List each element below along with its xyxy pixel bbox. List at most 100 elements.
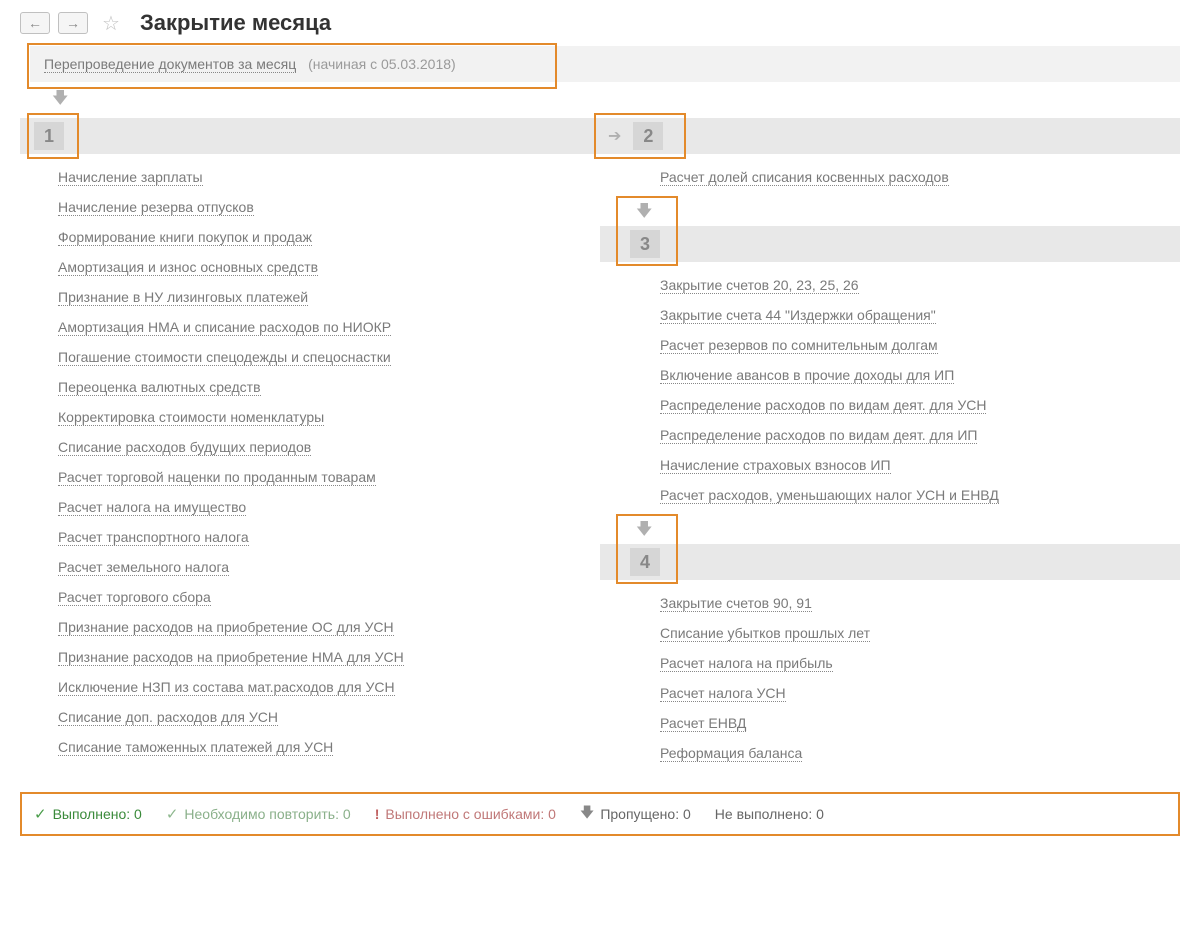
list-item: Корректировка стоимости номенклатуры: [58, 402, 600, 432]
list-item: Распределение расходов по видам деят. дл…: [660, 420, 1180, 450]
toolbar: ← → ☆ Закрытие месяца: [0, 0, 1200, 46]
status-errors-value: 0: [548, 806, 556, 822]
group-2-header: ➔ 2: [600, 118, 1180, 154]
list-item: Закрытие счета 44 "Издержки обращения": [660, 300, 1180, 330]
list-item: Расчет торговой наценки по проданным тов…: [58, 462, 600, 492]
list-item: Закрытие счетов 20, 23, 25, 26: [660, 270, 1180, 300]
list-item: Расчет налога на имущество: [58, 492, 600, 522]
flow-arrow-down-2-icon: 🡇: [600, 200, 1180, 226]
operation-link[interactable]: Погашение стоимости спецодежды и спецосн…: [58, 349, 391, 366]
operation-link[interactable]: Расчет расходов, уменьшающих налог УСН и…: [660, 487, 999, 504]
operation-link[interactable]: Расчет земельного налога: [58, 559, 229, 576]
list-item: Расчет торгового сбора: [58, 582, 600, 612]
list-item: Расчет налога УСН: [660, 678, 1180, 708]
group-1-badge: 1: [34, 122, 64, 150]
content-area: Перепроведение документов за месяц (начи…: [0, 46, 1200, 786]
group-2-items: Расчет долей списания косвенных расходов: [600, 154, 1180, 200]
operation-link[interactable]: Распределение расходов по видам деят. дл…: [660, 427, 977, 444]
column-2: ➔ 2 Расчет долей списания косвенных расх…: [600, 118, 1180, 776]
operation-link[interactable]: Расчет налога на имущество: [58, 499, 246, 516]
operation-link[interactable]: Начисление зарплаты: [58, 169, 203, 186]
operation-link[interactable]: Закрытие счета 44 "Издержки обращения": [660, 307, 936, 324]
list-item: Переоценка валютных средств: [58, 372, 600, 402]
operation-link[interactable]: Закрытие счетов 20, 23, 25, 26: [660, 277, 859, 294]
status-errors-label: Выполнено с ошибками:: [385, 806, 544, 822]
list-item: Расчет расходов, уменьшающих налог УСН и…: [660, 480, 1180, 510]
list-item: Формирование книги покупок и продаж: [58, 222, 600, 252]
operation-link[interactable]: Расчет транспортного налога: [58, 529, 249, 546]
status-notdone-label: Не выполнено:: [715, 806, 812, 822]
exclamation-icon: !: [375, 806, 380, 822]
operation-link[interactable]: Начисление резерва отпусков: [58, 199, 254, 216]
operation-link[interactable]: Расчет долей списания косвенных расходов: [660, 169, 949, 186]
list-item: Расчет долей списания косвенных расходов: [660, 162, 1180, 192]
list-item: Списание таможенных платежей для УСН: [58, 732, 600, 762]
list-item: Исключение НЗП из состава мат.расходов д…: [58, 672, 600, 702]
operation-link[interactable]: Списание убытков прошлых лет: [660, 625, 870, 642]
list-item: Включение авансов в прочие доходы для ИП: [660, 360, 1180, 390]
operation-link[interactable]: Формирование книги покупок и продаж: [58, 229, 312, 246]
operation-link[interactable]: Признание в НУ лизинговых платежей: [58, 289, 308, 306]
list-item: Закрытие счетов 90, 91: [660, 588, 1180, 618]
operation-link[interactable]: Реформация баланса: [660, 745, 802, 762]
operation-link[interactable]: Расчет ЕНВД: [660, 715, 746, 732]
operation-link[interactable]: Распределение расходов по видам деят. дл…: [660, 397, 986, 414]
operation-link[interactable]: Признание расходов на приобретение ОС дл…: [58, 619, 394, 636]
operation-link[interactable]: Исключение НЗП из состава мат.расходов д…: [58, 679, 395, 696]
operation-link[interactable]: Расчет налога УСН: [660, 685, 786, 702]
group-2-badge: 2: [633, 122, 663, 150]
operation-link[interactable]: Признание расходов на приобретение НМА д…: [58, 649, 404, 666]
check-icon: ✓: [34, 805, 47, 823]
repost-row: Перепроведение документов за месяц (начи…: [30, 46, 1180, 82]
status-skipped-value: 0: [683, 806, 691, 822]
operation-link[interactable]: Корректировка стоимости номенклатуры: [58, 409, 324, 426]
group-3-header: 3: [600, 226, 1180, 262]
repost-documents-link[interactable]: Перепроведение документов за месяц: [44, 56, 296, 73]
list-item: Распределение расходов по видам деят. дл…: [660, 390, 1180, 420]
status-skipped-label: Пропущено:: [600, 806, 679, 822]
group-4-badge: 4: [630, 548, 660, 576]
operation-link[interactable]: Расчет торговой наценки по проданным тов…: [58, 469, 376, 486]
list-item: Погашение стоимости спецодежды и спецосн…: [58, 342, 600, 372]
group-3-items: Закрытие счетов 20, 23, 25, 26 Закрытие с…: [600, 262, 1180, 518]
status-repeat-value: 0: [343, 806, 351, 822]
status-done-value: 0: [134, 806, 142, 822]
operation-link[interactable]: Закрытие счетов 90, 91: [660, 595, 812, 612]
list-item: Признание расходов на приобретение НМА д…: [58, 642, 600, 672]
status-done-label: Выполнено:: [53, 806, 131, 822]
operation-link[interactable]: Включение авансов в прочие доходы для ИП: [660, 367, 954, 384]
list-item: Списание доп. расходов для УСН: [58, 702, 600, 732]
nav-back-button[interactable]: ←: [20, 12, 50, 34]
group-4-items: Закрытие счетов 90, 91 Списание убытков п…: [600, 580, 1180, 776]
status-bar: ✓ Выполнено: 0 ✓ Необходимо повторить: 0…: [20, 792, 1180, 836]
arrow-down-icon: 🡇: [580, 802, 594, 826]
status-repeat: ✓ Необходимо повторить: 0: [166, 805, 351, 823]
status-errors: ! Выполнено с ошибками: 0: [375, 806, 556, 822]
list-item: Списание убытков прошлых лет: [660, 618, 1180, 648]
check-icon: ✓: [166, 805, 179, 823]
group-4-header: 4: [600, 544, 1180, 580]
operation-link[interactable]: Амортизация НМА и списание расходов по Н…: [58, 319, 391, 336]
list-item: Расчет налога на прибыль: [660, 648, 1180, 678]
list-item: Расчет земельного налога: [58, 552, 600, 582]
flow-arrow-down-icon: 🡇: [52, 87, 1180, 114]
list-item: Расчет транспортного налога: [58, 522, 600, 552]
favorite-star-icon[interactable]: ☆: [102, 11, 120, 36]
status-done: ✓ Выполнено: 0: [34, 805, 142, 823]
operation-link[interactable]: Списание расходов будущих периодов: [58, 439, 311, 456]
list-item: Амортизация НМА и списание расходов по Н…: [58, 312, 600, 342]
list-item: Признание в НУ лизинговых платежей: [58, 282, 600, 312]
list-item: Амортизация и износ основных средств: [58, 252, 600, 282]
operation-link[interactable]: Начисление страховых взносов ИП: [660, 457, 891, 474]
status-skipped: 🡇 Пропущено: 0: [580, 802, 691, 826]
operation-link[interactable]: Списание доп. расходов для УСН: [58, 709, 278, 726]
page-title: Закрытие месяца: [140, 10, 331, 36]
operation-link[interactable]: Списание таможенных платежей для УСН: [58, 739, 333, 756]
nav-forward-button[interactable]: →: [58, 12, 88, 34]
list-item: Расчет ЕНВД: [660, 708, 1180, 738]
operation-link[interactable]: Амортизация и износ основных средств: [58, 259, 318, 276]
operation-link[interactable]: Расчет торгового сбора: [58, 589, 211, 606]
operation-link[interactable]: Расчет налога на прибыль: [660, 655, 833, 672]
operation-link[interactable]: Расчет резервов по сомнительным долгам: [660, 337, 938, 354]
operation-link[interactable]: Переоценка валютных средств: [58, 379, 261, 396]
